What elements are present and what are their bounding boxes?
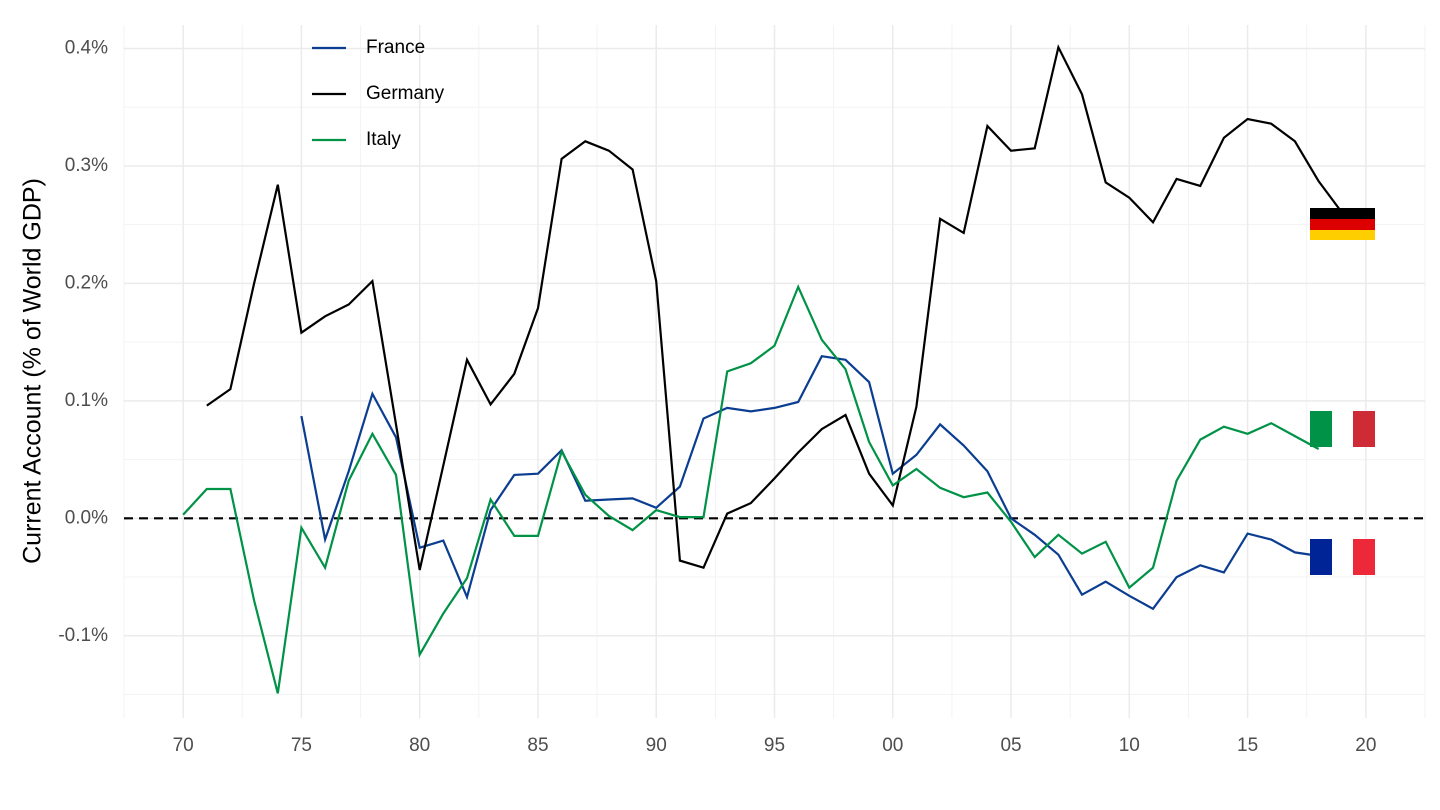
legend-label: Germany xyxy=(366,83,445,104)
x-tick-label: 85 xyxy=(527,735,548,756)
series-line xyxy=(300,354,1319,611)
y-tick-label: 0.1% xyxy=(65,390,108,411)
flag-stripe xyxy=(1332,539,1353,575)
x-tick-label: 10 xyxy=(1119,735,1140,756)
flag-stripe xyxy=(1332,411,1353,447)
series-line xyxy=(182,284,1320,694)
x-tick-label: 00 xyxy=(882,735,903,756)
y-tick-label: 0.4% xyxy=(65,38,108,59)
flag-stripe xyxy=(1310,208,1375,219)
flag-stripe xyxy=(1310,411,1332,447)
y-tick-label: -0.1% xyxy=(58,625,108,646)
y-tick-label: 0.2% xyxy=(65,272,108,293)
lines xyxy=(124,44,1425,694)
x-tick-label: 05 xyxy=(1000,735,1021,756)
x-tick-label: 75 xyxy=(291,735,312,756)
legend: France Germany Italy xyxy=(312,37,445,150)
legend-label: Italy xyxy=(366,129,401,150)
x-tick-label: 95 xyxy=(764,735,785,756)
series-line xyxy=(206,44,1344,571)
flag-stripe xyxy=(1310,219,1375,230)
grid xyxy=(123,25,1426,718)
x-tick-label: 90 xyxy=(646,735,667,756)
italy-flag xyxy=(1310,411,1375,447)
x-tick-label: 80 xyxy=(409,735,430,756)
x-tick-label: 70 xyxy=(173,735,194,756)
france-flag xyxy=(1310,539,1375,575)
flag-stripe xyxy=(1310,230,1375,240)
flag-stripe xyxy=(1353,539,1375,575)
flag-stripe xyxy=(1310,539,1332,575)
flag-stripe xyxy=(1353,411,1375,447)
y-tick-label: 0.0% xyxy=(65,507,108,528)
x-tick-label: 20 xyxy=(1355,735,1376,756)
germany-flag xyxy=(1310,208,1375,240)
y-axis-label: Current Account (% of World GDP) xyxy=(19,178,47,564)
x-tick-label: 15 xyxy=(1237,735,1258,756)
y-tick-label: 0.3% xyxy=(65,155,108,176)
legend-label: France xyxy=(366,37,425,58)
